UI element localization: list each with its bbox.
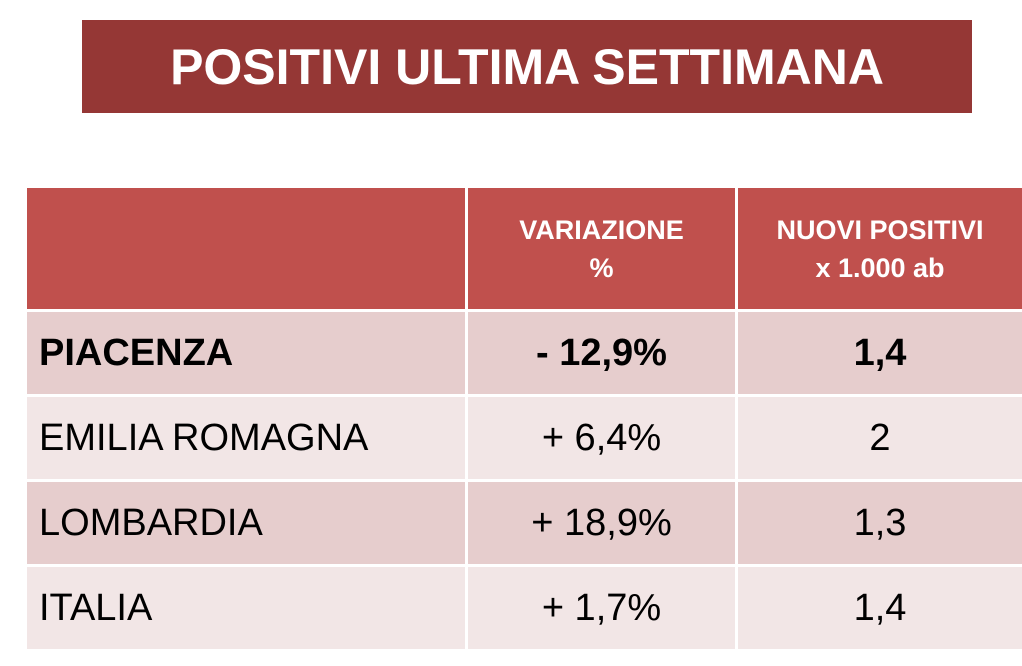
cell: 2: [735, 394, 1022, 482]
table-row: ITALIA + 1,7% 1,4: [24, 564, 1022, 652]
cell: 1,4: [735, 309, 1022, 397]
table-row: PIACENZA - 12,9% 1,4: [24, 309, 1022, 397]
data-table: VARIAZIONE% NUOVI POSITIVI x 1.000 ab PIAC…: [24, 185, 1022, 652]
row-label: EMILIA ROMAGNA: [24, 394, 468, 482]
cell: 1,4: [735, 564, 1022, 652]
header-line: x 1.000 ab: [815, 252, 945, 283]
header-cell: NUOVI POSITIVI x 1.000 ab: [735, 185, 1022, 312]
cell: + 18,9%: [465, 479, 738, 567]
cell: + 6,4%: [465, 394, 738, 482]
title: POSITIVI ULTIMA SETTIMANA: [170, 38, 884, 95]
header-line: NUOVI POSITIVI: [776, 214, 984, 245]
row-label: LOMBARDIA: [24, 479, 468, 567]
header-corner: [24, 185, 468, 312]
header-cell: VARIAZIONE%: [465, 185, 738, 312]
cell: + 1,7%: [465, 564, 738, 652]
row-label: PIACENZA: [24, 309, 468, 397]
table-row: LOMBARDIA + 18,9% 1,3: [24, 479, 1022, 567]
cell: 1,3: [735, 479, 1022, 567]
title-banner: POSITIVI ULTIMA SETTIMANA: [82, 20, 972, 113]
header-line: %: [589, 252, 614, 283]
header-row: VARIAZIONE% NUOVI POSITIVI x 1.000 ab: [24, 185, 1022, 312]
table-row: EMILIA ROMAGNA + 6,4% 2: [24, 394, 1022, 482]
cell: - 12,9%: [465, 309, 738, 397]
header-line: VARIAZIONE: [519, 214, 684, 245]
row-label: ITALIA: [24, 564, 468, 652]
